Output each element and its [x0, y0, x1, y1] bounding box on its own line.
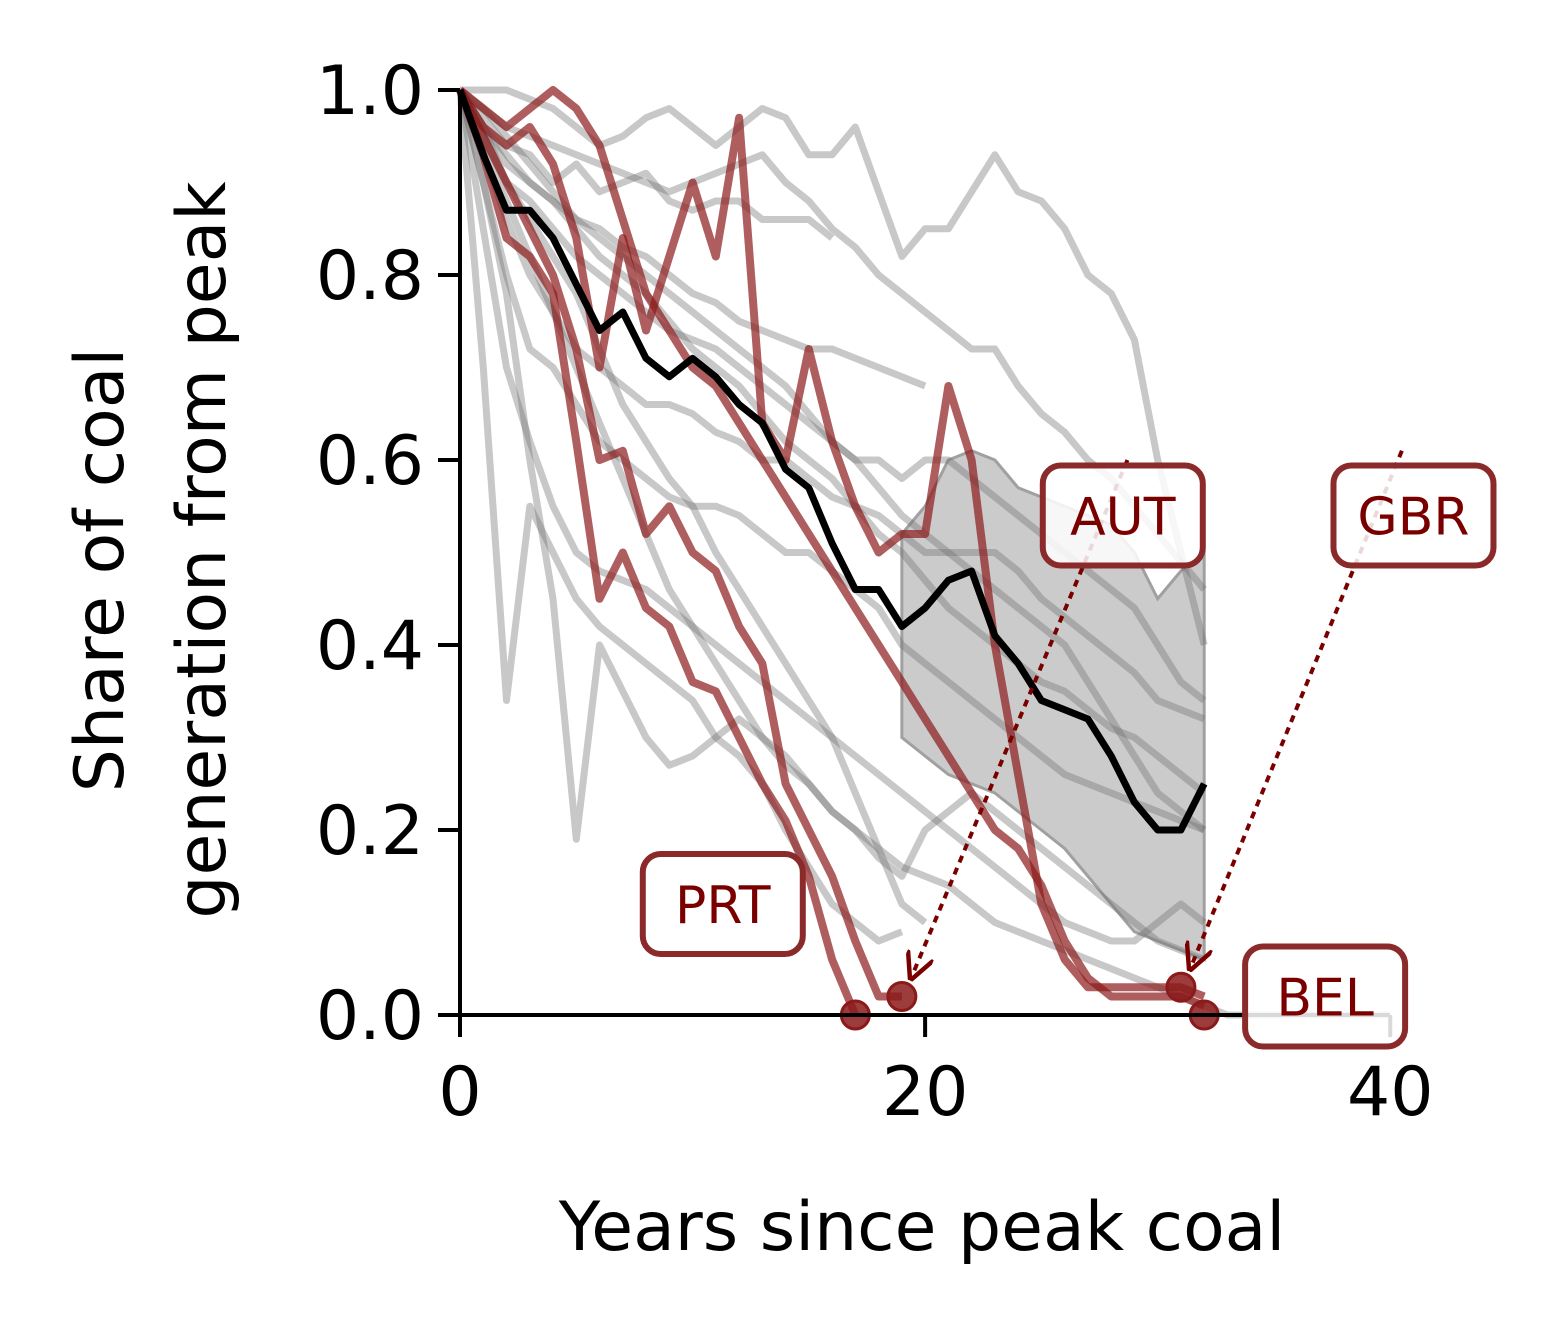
background-series-line-7 [456, 89, 1207, 945]
end-marker-2 [1165, 971, 1197, 1003]
end-marker-layer [839, 971, 1220, 1031]
background-series-line-5 [456, 88, 1207, 833]
annotation-label-bel: BEL [1276, 969, 1374, 1029]
background-series-line-8 [456, 89, 904, 945]
annotation-box-gbr [1330, 462, 1497, 569]
background-series-line-13 [457, 88, 928, 926]
annotation-box-aut [1039, 462, 1206, 569]
y-tick-label-5: 1.0 [316, 52, 424, 131]
x-tick-label-2: 40 [1347, 1053, 1434, 1132]
x-axis-label: Years since peak coal [558, 1188, 1285, 1267]
annotation-label-aut: AUT [1070, 488, 1176, 548]
y-tick-label-4: 0.8 [316, 237, 424, 316]
background-series-layer [456, 86, 1391, 1019]
median-series-layer [456, 88, 1208, 834]
annotations-layer: AUT GBR PRT BEL [639, 449, 1497, 1050]
median-series-line [456, 88, 1208, 834]
background-series-line-4 [457, 88, 927, 390]
highlight-series-line-0 [456, 88, 859, 1017]
y-tick-label-2: 0.4 [316, 607, 424, 686]
y-tick-label-0: 0.0 [316, 977, 424, 1056]
background-series-line-9 [456, 89, 1206, 963]
background-series-line-10 [457, 88, 1207, 796]
x-tick-label-0: 0 [438, 1053, 481, 1132]
annotation-box-bel [1242, 943, 1409, 1050]
highlight-series-line-2 [457, 86, 1206, 1010]
y-axis-label-line-1: Share of coal [61, 348, 140, 793]
annotation-box-prt [639, 851, 806, 957]
background-series-line-1 [457, 87, 1207, 592]
x-tick-label-1: 20 [882, 1053, 969, 1132]
y-ticks-layer: 0.0 0.2 0.4 0.6 0.8 1.0 [316, 52, 460, 1056]
background-series-line-0 [460, 86, 1208, 646]
y-tick-label-3: 0.6 [316, 422, 424, 501]
highlight-series-layer [456, 86, 1206, 1017]
annotation-label-prt: PRT [675, 876, 771, 936]
annotation-label-gbr: GBR [1357, 488, 1469, 548]
highlight-series-line-3 [456, 87, 1206, 1001]
highlight-series-line-1 [456, 88, 902, 1001]
y-tick-label-1: 0.2 [316, 792, 424, 871]
background-series-line-2 [457, 87, 835, 241]
y-axis-label-line-2: generation from peak [163, 181, 242, 919]
end-marker-1 [886, 981, 918, 1012]
